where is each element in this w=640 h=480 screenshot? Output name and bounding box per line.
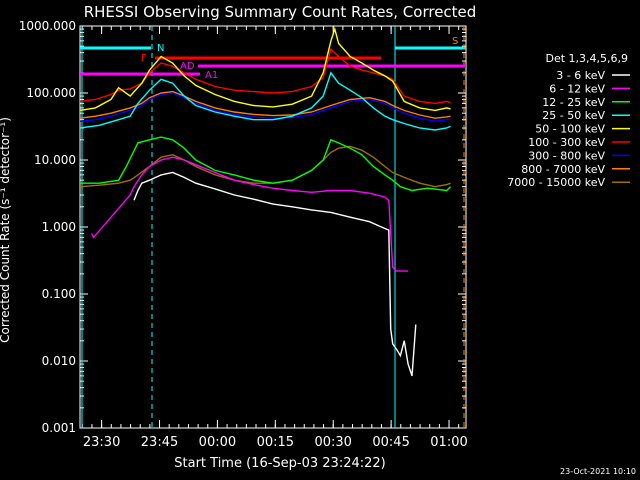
annotation-label-ad: AD [180,61,195,72]
annotation-label-s: S [452,36,458,47]
y-tick-label: 10.000 [34,153,76,167]
legend-title: Det 1,3,4,5,6,9 [545,52,628,65]
legend-label: 7000 - 15000 keV [507,176,605,189]
annotation-label-a1: A1 [205,70,218,81]
x-tick-label: 00:30 [314,435,351,450]
x-tick-label: 23:45 [141,435,178,450]
series-line [79,90,451,119]
y-tick-label: 1000.000 [19,19,76,33]
legend-label: 25 - 50 keV [542,109,605,122]
x-axis: 23:30 23:45 00:00 00:15 00:30 00:45 01:00 [81,26,468,450]
series-line [79,71,451,131]
series-line [79,26,451,112]
y-axis: 1000.000 100.000 10.000 1.000 0.100 0.010 0.00… [19,19,466,435]
chart-title: RHESSI Observing Summary Count Rates, Co… [84,3,477,21]
y-tick-label: 0.010 [42,354,76,368]
y-tick-label: 0.100 [42,287,76,301]
legend-label: 800 - 7000 keV [521,163,605,176]
annotation-layer: N S F AD A1 [80,26,466,428]
legend-label: 3 - 6 keV [556,69,605,82]
x-tick-label: 01:00 [430,435,467,450]
legend-label: 6 - 12 keV [549,82,605,95]
legend-label: 100 - 300 keV [528,136,605,149]
series-line [133,171,417,377]
legend-label: 300 - 800 keV [528,149,605,162]
legend-label: 50 - 100 keV [535,123,605,136]
legend-label: 12 - 25 keV [542,96,605,109]
annotation-label-f: F [141,53,147,64]
y-tick-label: 1.000 [42,220,76,234]
x-tick-label: 00:45 [372,435,409,450]
series-line [90,156,409,272]
series-line [79,92,451,122]
footer-timestamp: 23-Oct-2021 10:10 [560,467,636,476]
series-layer [79,26,452,377]
annotation-label-n: N [157,43,164,54]
series-line [79,47,451,105]
x-axis-label: Start Time (16-Sep-03 23:24:22) [174,456,385,471]
y-tick-label: 100.000 [26,86,76,100]
x-tick-label: 23:30 [83,435,120,450]
y-tick-label: 0.001 [42,421,76,435]
series-line [80,136,452,192]
x-tick-label: 00:15 [257,435,294,450]
y-axis-label: Corrected Count Rate (s⁻¹ detector⁻¹) [0,117,12,343]
plot-frame [79,25,467,429]
x-tick-label: 00:00 [199,435,236,450]
